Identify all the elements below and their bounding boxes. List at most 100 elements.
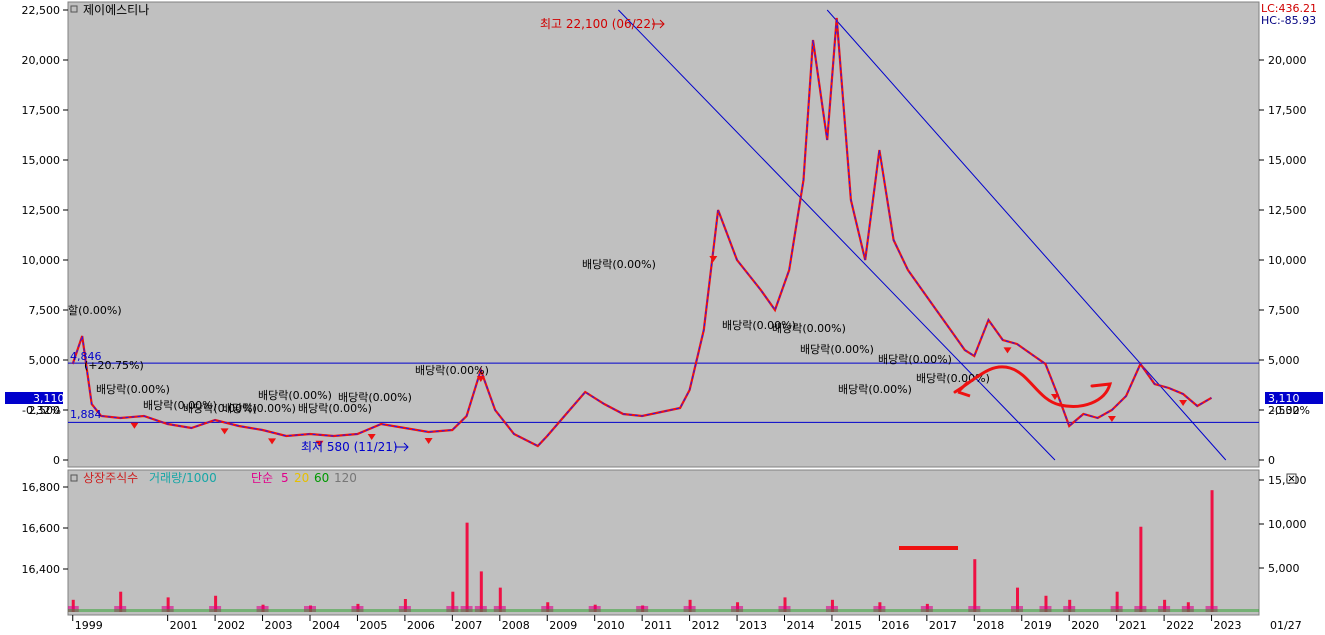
- volume-legend-item: 단순: [251, 471, 273, 485]
- volume-bar: [1210, 490, 1214, 612]
- volume-legend-item: 5: [281, 471, 289, 485]
- volume-bar: [166, 597, 170, 612]
- current-price-left: 3,110: [33, 392, 65, 405]
- year-tick-label: 2006: [407, 619, 435, 632]
- year-tick-label: 2019: [1024, 619, 1052, 632]
- year-tick-label: 2010: [597, 619, 625, 632]
- price-tick-label-right: 7,500: [1268, 304, 1300, 317]
- volume-panel: [67, 469, 1260, 616]
- price-tick-label-right: 15,000: [1268, 154, 1307, 167]
- split-annotation: 할(0.00%): [68, 304, 122, 317]
- dividend-label: 배당락(0.00%): [338, 391, 412, 404]
- volume-tick-label: 16,600: [22, 522, 61, 535]
- low-arrow-icon: [395, 442, 409, 452]
- close-x-icon: [1288, 475, 1295, 482]
- price-tick-label: 20,000: [22, 54, 61, 67]
- volume-legend-item: 60: [314, 471, 329, 485]
- hand-drawn-wave: [953, 365, 1113, 408]
- year-tick-label: 2012: [692, 619, 720, 632]
- price-tick-label: 7,500: [29, 304, 61, 317]
- year-tick-label: 2008: [502, 619, 530, 632]
- dividend-label: 배당락(0.00%): [222, 402, 296, 415]
- dividend-marker-icon: [1003, 347, 1012, 354]
- stock-name: 제이에스티나: [83, 3, 149, 17]
- price-tick-label: 5,000: [29, 354, 61, 367]
- volume-bar: [1068, 599, 1072, 612]
- dividend-label: 배당락(0.00%): [415, 364, 489, 377]
- year-tick-label: 2009: [549, 619, 577, 632]
- year-tick-label: 2018: [976, 619, 1004, 632]
- high-annotation: 최고 22,100 (06/22): [540, 17, 656, 31]
- volume-bar: [498, 587, 502, 612]
- year-tick-label: 2014: [786, 619, 814, 632]
- volume-bar: [1016, 587, 1020, 612]
- volume-bar: [479, 571, 483, 612]
- volume-bar: [1115, 591, 1119, 612]
- dividend-marker-icon: [130, 422, 139, 429]
- price-tick-label-right: 5,000: [1268, 354, 1300, 367]
- dividend-label: 배당락(0.00%): [298, 402, 372, 415]
- year-tick-label: 2021: [1119, 619, 1147, 632]
- hand-drawn-arrow-head: [956, 380, 971, 398]
- volume-bar: [688, 599, 692, 612]
- current-change-left: -0.32%: [22, 404, 61, 417]
- dividend-marker-icon: [220, 428, 229, 435]
- price-tick-label-right: 0: [1268, 454, 1275, 467]
- volume-tick-label-right: 10,000: [1268, 518, 1307, 531]
- volume-legend-item: 20: [294, 471, 309, 485]
- year-tick-label: 2017: [929, 619, 957, 632]
- dividend-annotations: 배당락(0.00%) 배당락(0.00%) 배당락(0.00%) 배당락(0.0…: [96, 258, 990, 415]
- price-tick-label-right: 17,500: [1268, 104, 1307, 117]
- price-tick-label: 2,500: [29, 404, 61, 417]
- price-tick-label: 0: [53, 454, 60, 467]
- volume-bar: [214, 595, 218, 612]
- volume-bar: [973, 559, 977, 612]
- volume-bar: [783, 597, 787, 612]
- volume-tick-label: 16,800: [22, 481, 61, 494]
- volume-bar: [1163, 599, 1167, 612]
- year-tick-label: 2011: [644, 619, 672, 632]
- price-tick-label: 22,500: [22, 4, 61, 17]
- dividend-marker-icon: [315, 440, 324, 447]
- menu-box-icon[interactable]: [70, 5, 78, 13]
- price-tick-label: 12,500: [22, 204, 61, 217]
- current-price-right: 3,110: [1268, 392, 1300, 405]
- volume-menu-icon[interactable]: [70, 474, 78, 482]
- dividend-marker-icon: [1050, 394, 1059, 400]
- price-tick-label-right: 20,000: [1268, 54, 1307, 67]
- current-price-tag-left: [5, 392, 63, 404]
- price-line-up: [71, 17, 1213, 448]
- volume-bar: [830, 599, 834, 612]
- dividend-marker-icon: [1107, 416, 1116, 422]
- year-tick-label: 2001: [170, 619, 198, 632]
- dividend-label: 배당락(0.00%): [878, 353, 952, 366]
- dividend-label: 배당락(0.00%): [722, 319, 796, 332]
- dividend-marker-icon: [709, 256, 718, 262]
- dividend-label: 배당락(0.00%): [772, 322, 846, 335]
- price-tick-label-right: 2,500: [1268, 404, 1300, 417]
- price-tick-label-right: 12,500: [1268, 204, 1307, 217]
- dividend-label: 배당락(0.00%): [582, 258, 656, 271]
- year-tick-label: 2004: [312, 619, 340, 632]
- dividend-label: 배당락(0.00%): [800, 343, 874, 356]
- dividend-label: 배당락(0.00%): [258, 389, 332, 402]
- year-tick-label: 2013: [739, 619, 767, 632]
- dividend-label: 배당락(0.00%): [96, 383, 170, 396]
- volume-legend-item: 상장주식수: [83, 471, 138, 485]
- dividend-marker-icon: [476, 376, 485, 382]
- hc-value: HC:-85.93: [1261, 14, 1316, 27]
- volume-legend-item: 120: [334, 471, 357, 485]
- price-tick-label: 17,500: [22, 104, 61, 117]
- dividend-marker-icon: [1179, 400, 1188, 406]
- left-pct-label: (+20.75%): [84, 359, 144, 372]
- year-tick-label: 2016: [881, 619, 909, 632]
- volume-bar: [451, 591, 455, 612]
- price-tick-label-right: 10,000: [1268, 254, 1307, 267]
- dividend-label: 배당락(0.00%): [838, 383, 912, 396]
- dividend-marker-icon: [367, 434, 376, 440]
- volume-legend-item: 거래량/1000: [149, 471, 217, 485]
- left-level2-label: 1,884: [70, 408, 102, 421]
- left-level1-label: 4,846: [70, 350, 102, 363]
- low-annotation: 최저 580 (11/21): [301, 440, 398, 454]
